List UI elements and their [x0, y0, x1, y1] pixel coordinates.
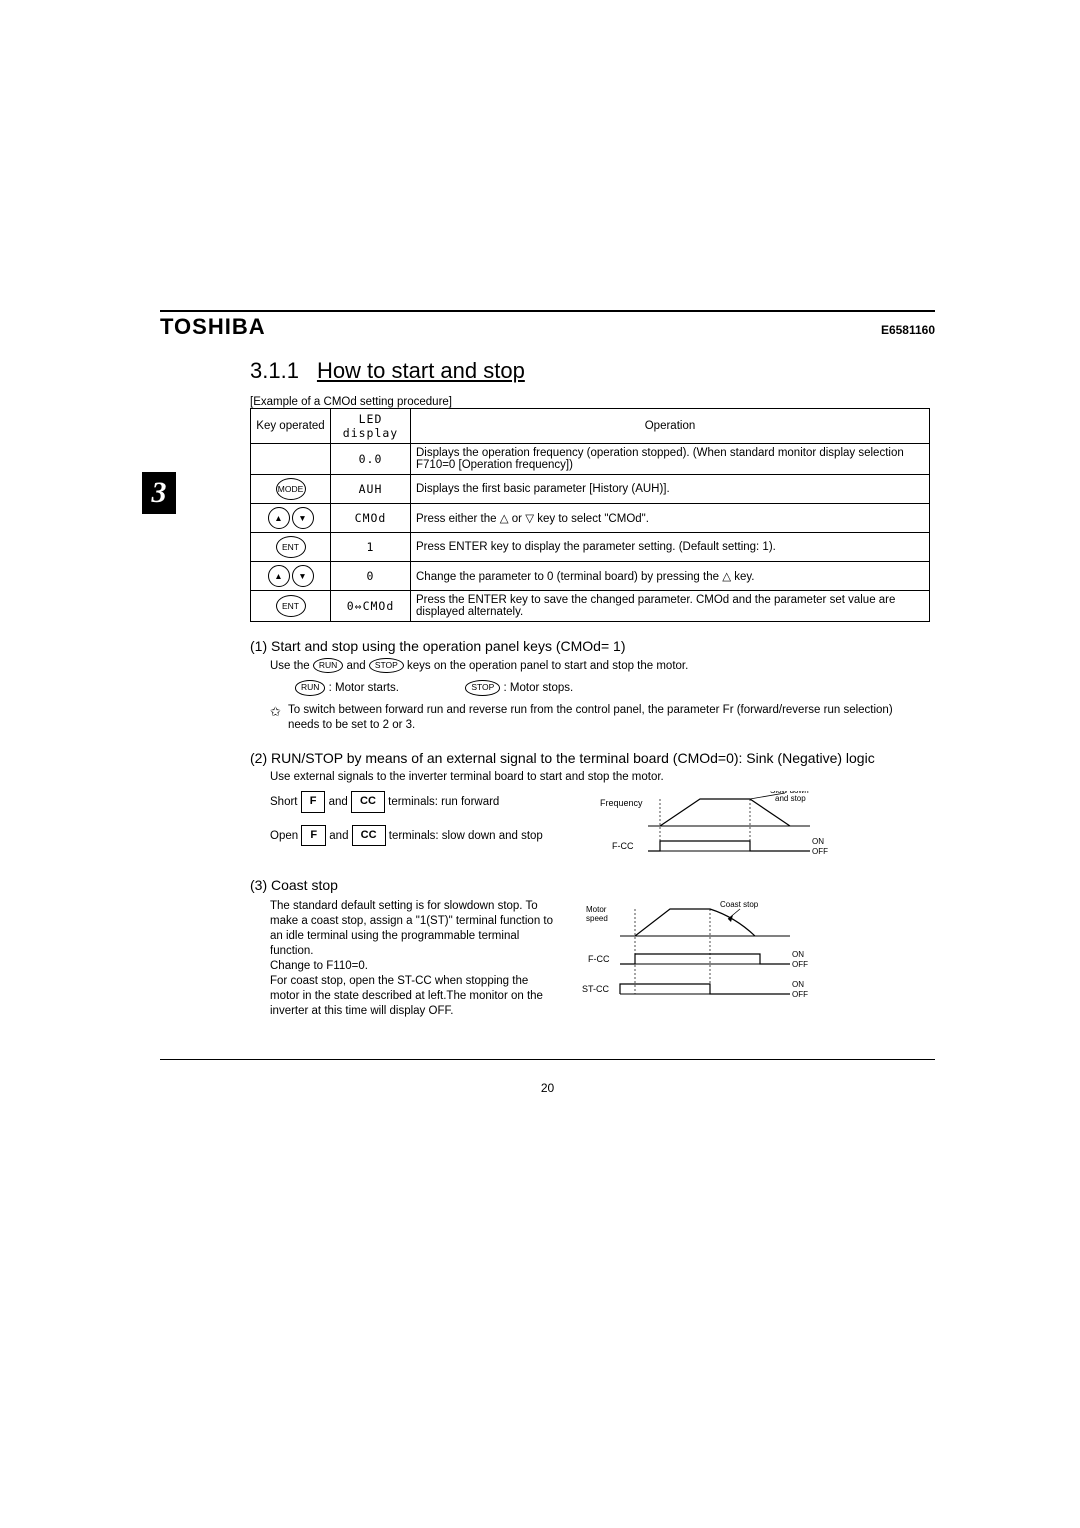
procedure-table: Key operated LED display Operation 0.0 D… — [250, 408, 930, 622]
motor-speed-label2: speed — [586, 914, 608, 923]
section-title: 3.1.1 How to start and stop — [250, 358, 935, 384]
on-label: ON — [792, 980, 804, 989]
motor-speed-label: Motor — [586, 905, 607, 914]
sub1-star-line: ✩ To switch between forward run and reve… — [270, 703, 910, 734]
sub1-text-c: keys on the operation panel to start and… — [404, 660, 689, 672]
cell-op: Press either the △ or ▽ key to select "C… — [411, 504, 930, 533]
up-key-icon: ▲ — [268, 507, 290, 529]
cell-op: Change the parameter to 0 (terminal boar… — [411, 562, 930, 591]
off-label: OFF — [792, 990, 808, 999]
terminal-CC: CC — [351, 791, 385, 813]
th-led: LED display — [331, 409, 411, 444]
run-key-icon: RUN — [313, 658, 343, 673]
off-label: OFF — [792, 960, 808, 969]
chapter-marker: 3 — [142, 472, 176, 514]
and-label: and — [329, 830, 348, 842]
open-label: Open — [270, 830, 298, 842]
cell-led: 1 — [331, 533, 411, 562]
cell-key — [251, 444, 331, 475]
sub3-graph: Motor speed Coast stop F-CC ON OFF ST-CC… — [580, 899, 935, 1009]
doc-reference: E6581160 — [881, 323, 935, 337]
coast-graph-svg: Motor speed Coast stop F-CC ON OFF ST-CC… — [580, 899, 810, 1009]
cell-led: 0⇔CMOd — [331, 591, 411, 622]
th-op: Operation — [411, 409, 930, 444]
sub3-heading: (3) Coast stop — [250, 877, 935, 893]
sub2-heading: (2) RUN/STOP by means of an external sig… — [250, 750, 920, 766]
terminal-CC: CC — [352, 825, 386, 847]
table-row: ▲▼ 0 Change the parameter to 0 (terminal… — [251, 562, 930, 591]
sub1-star-text: To switch between forward run and revers… — [288, 703, 910, 734]
run-forward-text: terminals: run forward — [388, 796, 499, 808]
fcc-label: F-CC — [612, 841, 634, 851]
sub2-graph: Frequency Slow down and stop F-CC ON OFF — [600, 791, 935, 861]
section-number: 3.1.1 — [250, 358, 299, 384]
star-icon: ✩ — [270, 703, 288, 734]
cell-key: ▲▼ — [251, 562, 331, 591]
run-key-icon: RUN — [295, 680, 325, 695]
on-label: ON — [812, 837, 824, 846]
table-row: ▲▼ CMOd Press either the △ or ▽ key to s… — [251, 504, 930, 533]
short-line: Short F and CC terminals: run forward — [270, 791, 580, 813]
coast-label: Coast stop — [720, 900, 759, 909]
ent-key-icon: ENT — [276, 536, 306, 558]
page-number: 20 — [160, 1081, 935, 1095]
freq-graph-svg: Frequency Slow down and stop F-CC ON OFF — [600, 791, 830, 861]
example-caption: [Example of a CMOd setting procedure] — [250, 396, 935, 408]
stop-key-icon: STOP — [465, 680, 500, 695]
run-desc: : Motor starts. — [325, 682, 399, 694]
slow-label2: and stop — [775, 794, 806, 803]
stop-desc: : Motor stops. — [500, 682, 573, 694]
ent-key-icon: ENT — [276, 595, 306, 617]
cell-led: 0.0 — [331, 444, 411, 475]
cell-key: ENT — [251, 591, 331, 622]
brand-logo: TOSHIBA — [160, 314, 266, 340]
sub1-body: Use the RUN and STOP keys on the operati… — [270, 658, 910, 674]
slow-text: terminals: slow down and stop — [389, 830, 543, 842]
sub2-two-col: Short F and CC terminals: run forward Op… — [270, 791, 935, 861]
on-label: ON — [792, 950, 804, 959]
table-row: ENT 1 Press ENTER key to display the par… — [251, 533, 930, 562]
cell-op: Displays the operation frequency (operat… — [411, 444, 930, 475]
sub3-two-col: The standard default setting is for slow… — [270, 899, 935, 1019]
short-label: Short — [270, 796, 298, 808]
table-row: ENT 0⇔CMOd Press the ENTER key to save t… — [251, 591, 930, 622]
sub3-left: The standard default setting is for slow… — [270, 899, 560, 1019]
table-header-row: Key operated LED display Operation — [251, 409, 930, 444]
fcc-label: F-CC — [588, 954, 610, 964]
sub1-heading: (1) Start and stop using the operation p… — [250, 638, 935, 654]
table-row: MODE AUH Displays the first basic parame… — [251, 475, 930, 504]
sub3-body-text: The standard default setting is for slow… — [270, 900, 553, 1017]
up-key-icon: ▲ — [268, 565, 290, 587]
cell-op: Press ENTER key to display the parameter… — [411, 533, 930, 562]
cell-key: MODE — [251, 475, 331, 504]
sub1-text-b: and — [343, 660, 369, 672]
cell-led: 0 — [331, 562, 411, 591]
sub2-body: Use external signals to the inverter ter… — [270, 770, 910, 786]
stcc-label: ST-CC — [582, 984, 610, 994]
freq-label: Frequency — [600, 798, 643, 808]
th-key: Key operated — [251, 409, 331, 444]
down-key-icon: ▼ — [292, 565, 314, 587]
sub1-run-stop-line: RUN : Motor starts. STOP : Motor stops. — [295, 680, 935, 696]
open-line: Open F and CC terminals: slow down and s… — [270, 825, 580, 847]
sub2-left: Short F and CC terminals: run forward Op… — [270, 791, 580, 846]
cell-led: AUH — [331, 475, 411, 504]
cell-op: Press the ENTER key to save the changed … — [411, 591, 930, 622]
terminal-F: F — [301, 791, 326, 813]
sub1-text-a: Use the — [270, 660, 313, 672]
mode-key-icon: MODE — [276, 478, 306, 500]
terminal-F: F — [301, 825, 326, 847]
section-title-text: How to start and stop — [317, 358, 525, 383]
page-frame: TOSHIBA E6581160 3 3.1.1How to start and… — [160, 310, 935, 1060]
cell-key: ▲▼ — [251, 504, 331, 533]
table-row: 0.0 Displays the operation frequency (op… — [251, 444, 930, 475]
off-label: OFF — [812, 847, 828, 856]
cell-led: CMOd — [331, 504, 411, 533]
stop-key-icon: STOP — [369, 658, 404, 673]
and-label: and — [329, 796, 348, 808]
page-header: TOSHIBA E6581160 — [160, 314, 935, 340]
cell-op: Displays the first basic parameter [Hist… — [411, 475, 930, 504]
cell-key: ENT — [251, 533, 331, 562]
down-key-icon: ▼ — [292, 507, 314, 529]
